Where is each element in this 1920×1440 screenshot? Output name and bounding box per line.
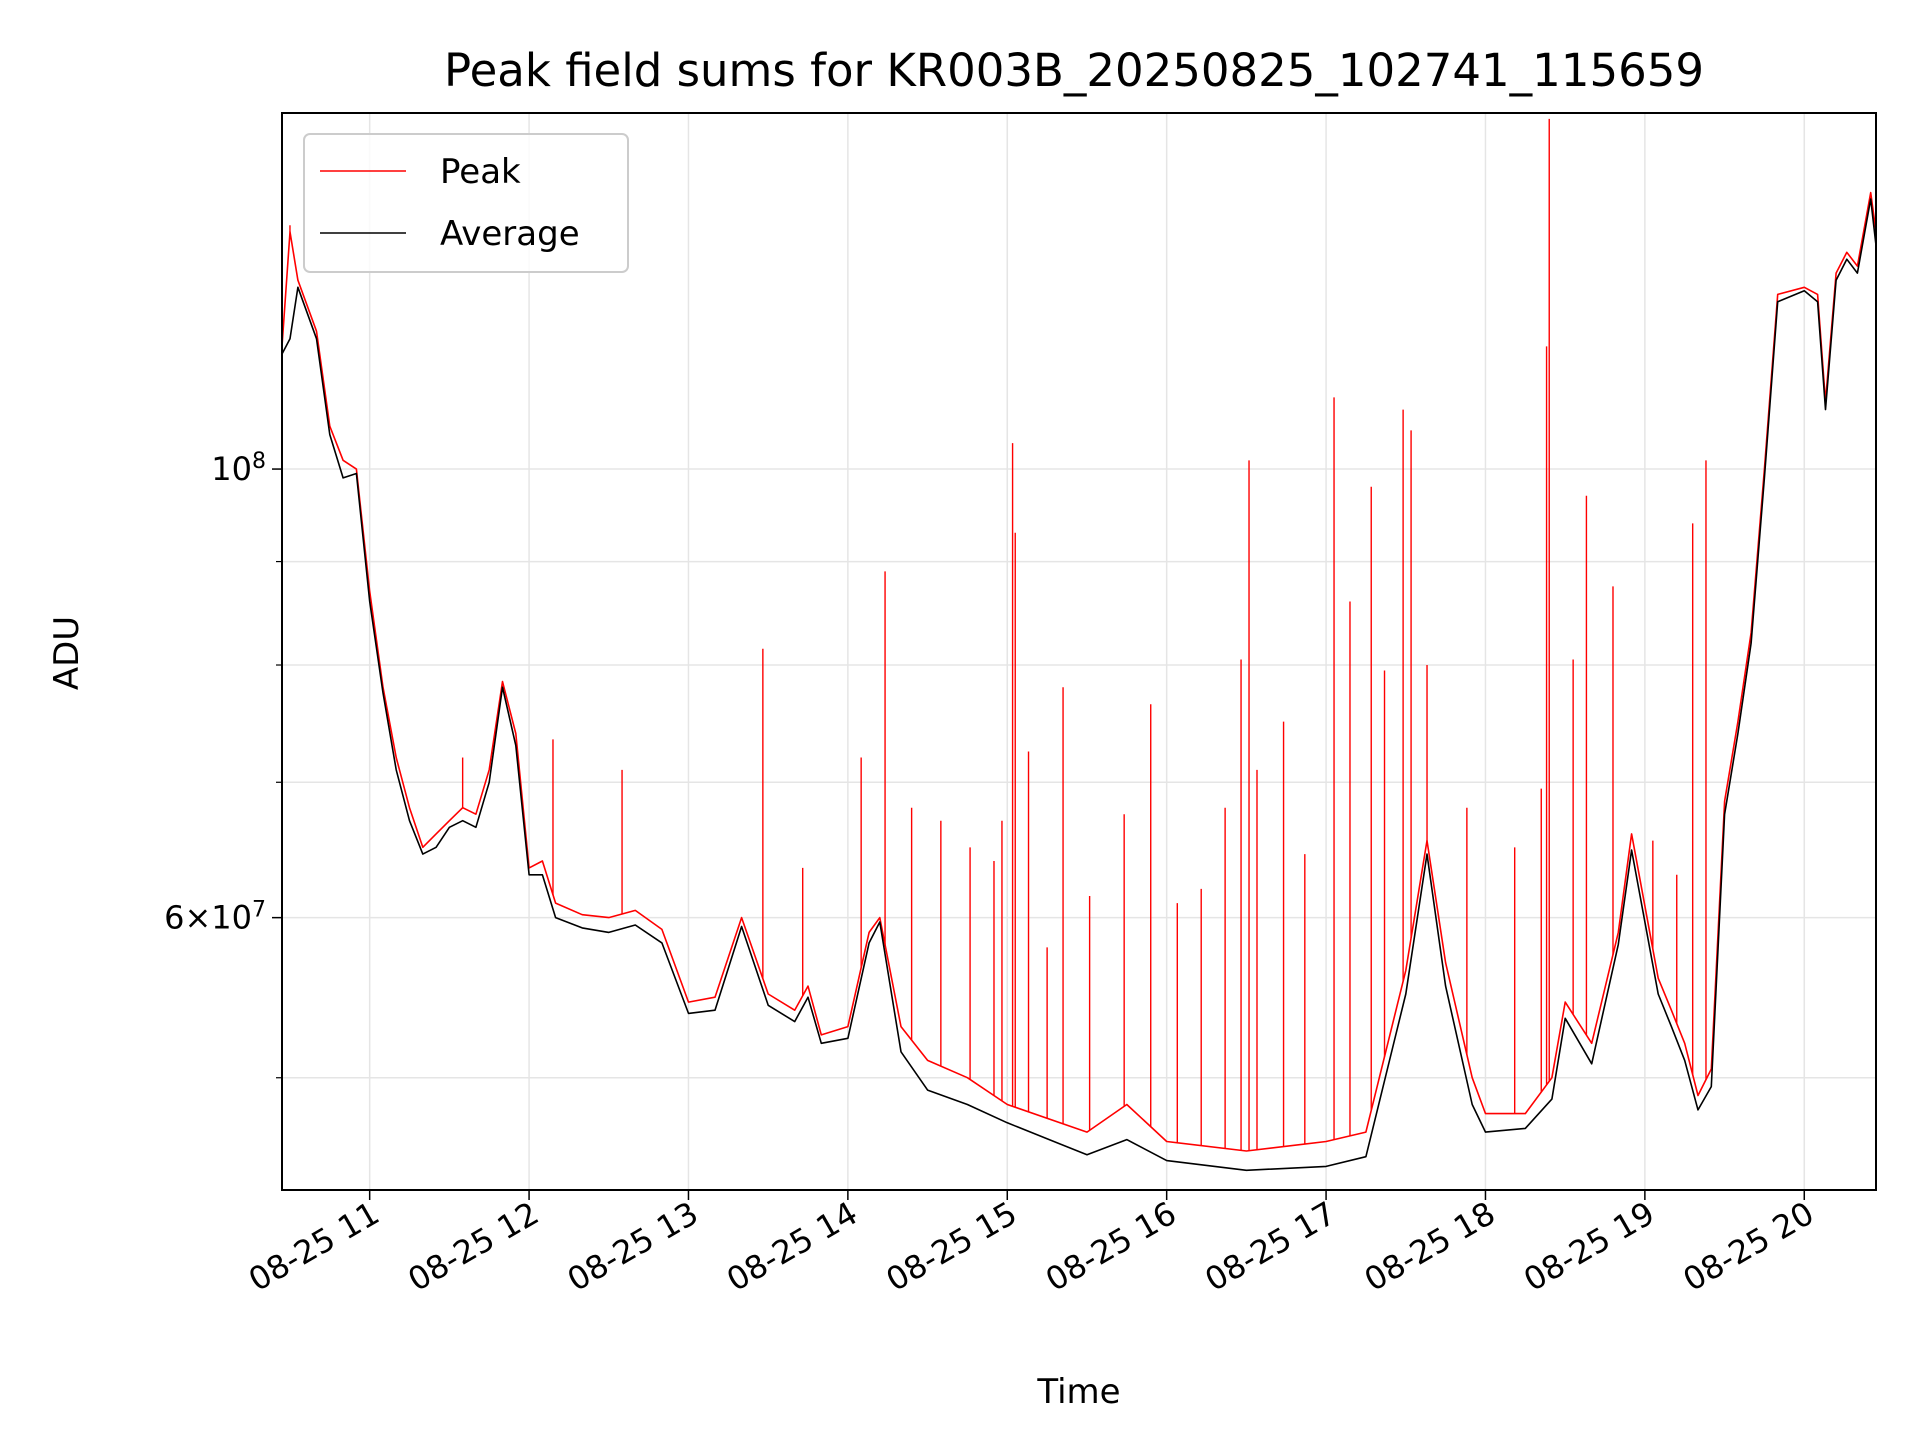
legend-peak-label: Peak [440, 152, 521, 192]
x-axis-label: Time [1036, 1372, 1120, 1412]
y-tick-label: 6×107 [164, 897, 266, 937]
y-axis-label: ADU [47, 616, 87, 690]
chart-title: Peak field sums for KR003B_20250825_1027… [444, 44, 1704, 97]
grid-lines [282, 113, 1876, 1190]
series-layer [281, 118, 1877, 1172]
legend: Peak Average [303, 133, 629, 273]
series-line-average [281, 198, 1877, 1172]
y-tick-label: 108 [211, 449, 266, 489]
legend-average-label: Average [440, 214, 580, 254]
plot-frame [281, 112, 1877, 1191]
legend-box [303, 133, 629, 273]
